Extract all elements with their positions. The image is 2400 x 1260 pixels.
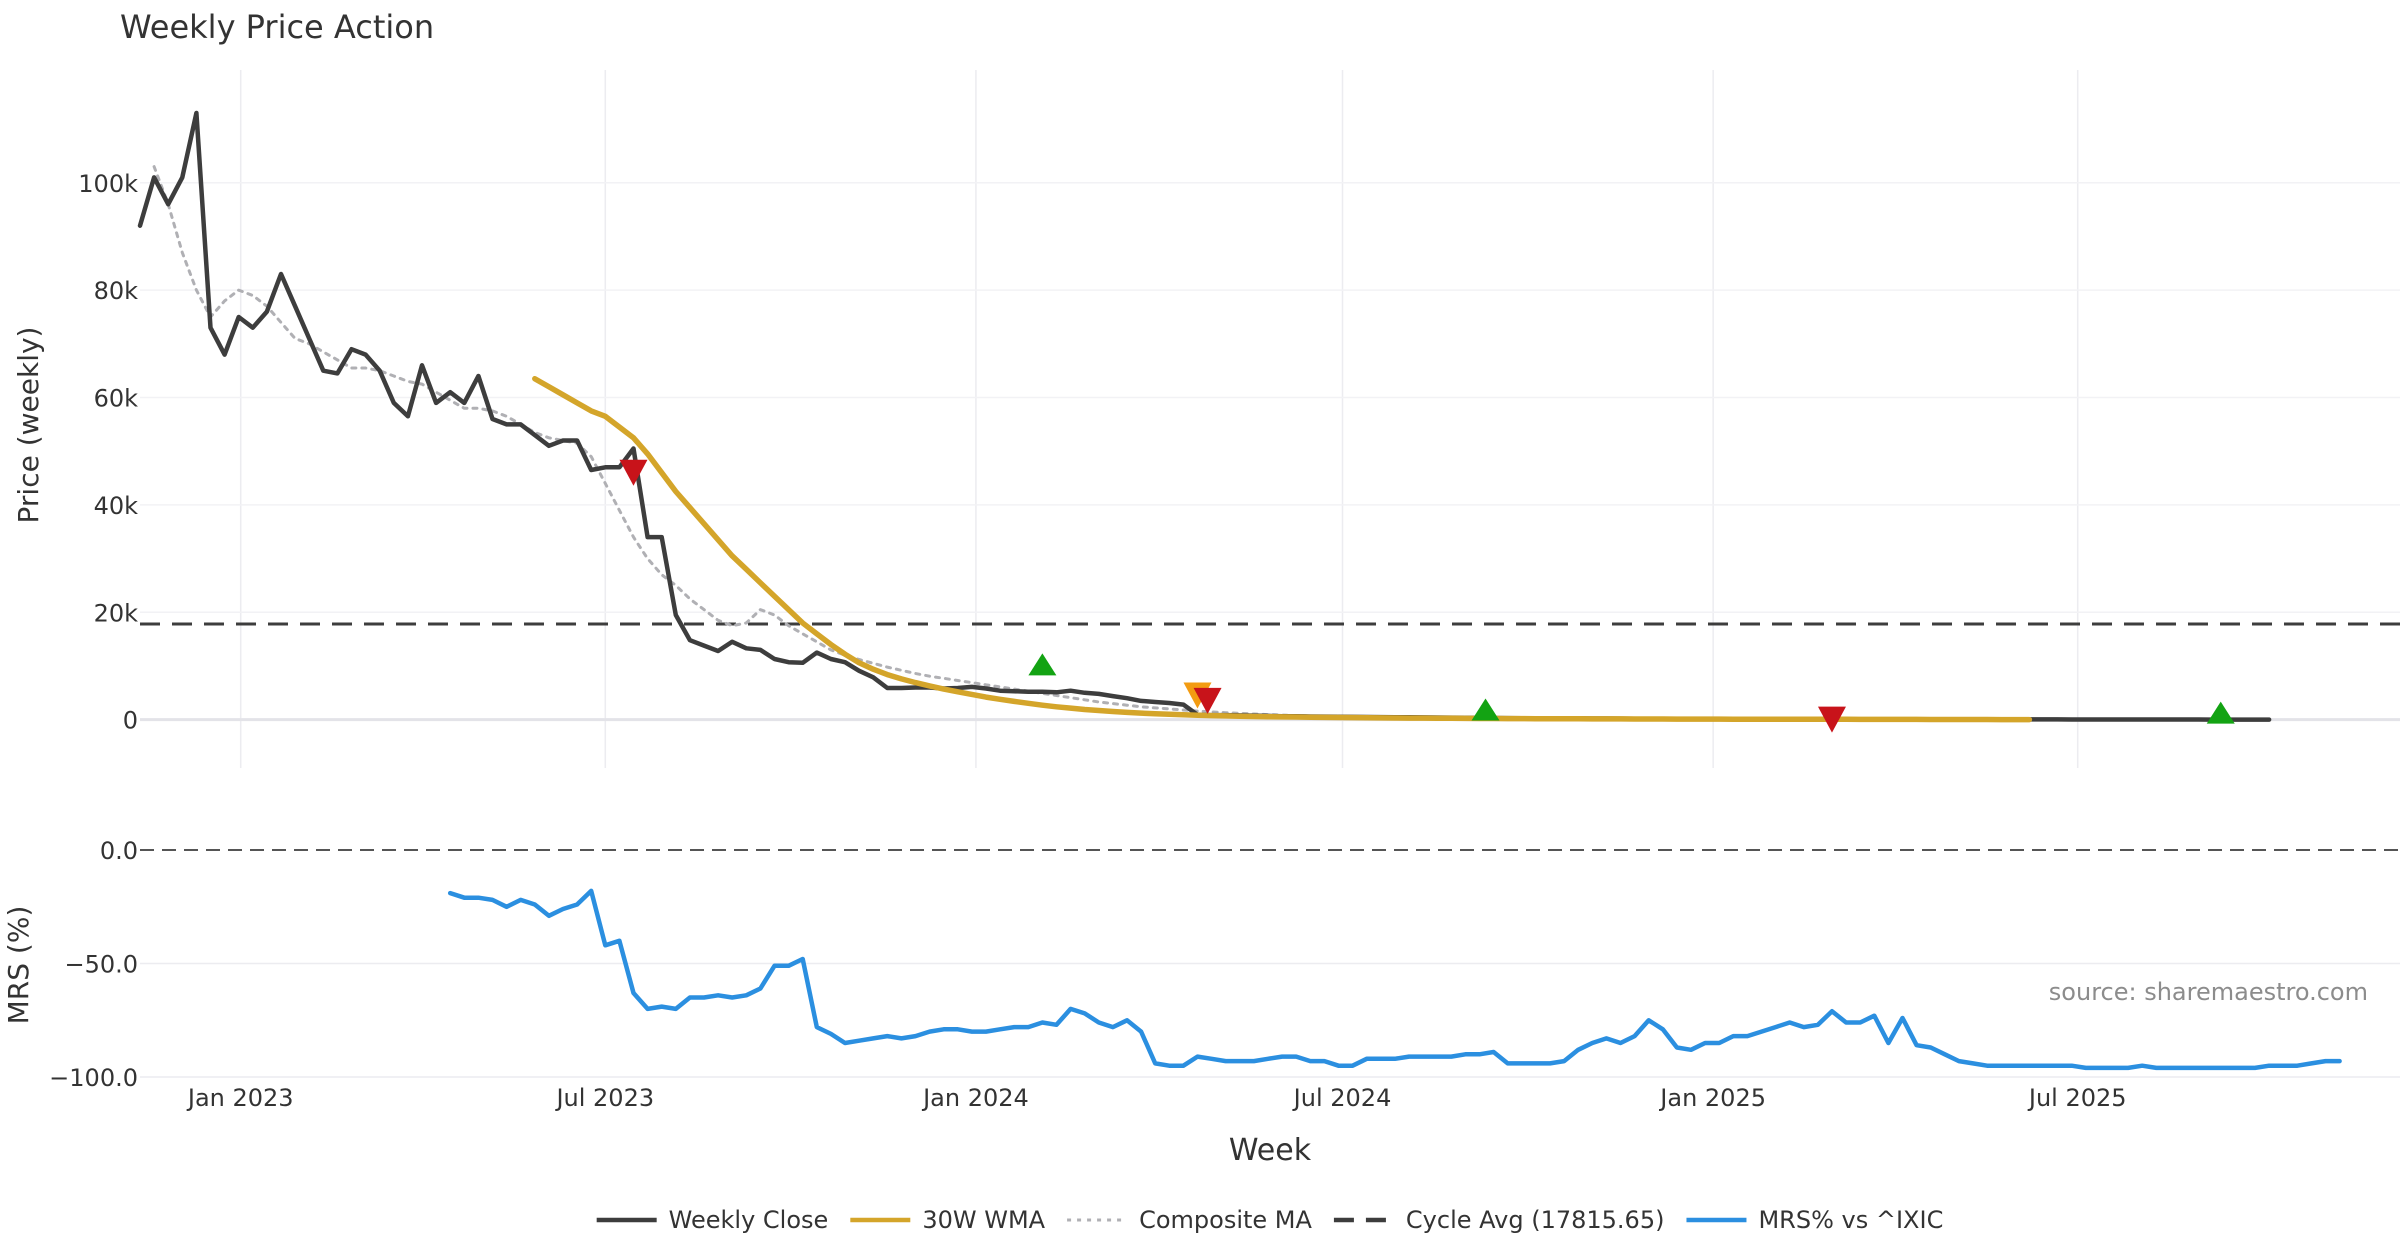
buy-signal-marker [2206, 701, 2235, 724]
price-panel-grid [140, 70, 2400, 768]
price-y-tick-label: 60k [94, 385, 139, 413]
price-y-axis-ticks: 0 20k 40k 60k 80k 100k [78, 170, 138, 735]
sell-signal-marker [1817, 706, 1846, 733]
price-y-tick-label: 40k [94, 492, 139, 520]
mrs-y-axis-ticks: 0.0 −50.0 −100.0 [49, 837, 138, 1092]
legend-label: 30W WMA [922, 1206, 1045, 1234]
sell-signal-marker [1193, 687, 1222, 714]
x-tick-label: Jul 2024 [1292, 1084, 1392, 1112]
mrs-y-tick-label: −100.0 [49, 1064, 138, 1092]
buy-signal-marker [1028, 653, 1057, 676]
x-tick-label: Jan 2025 [1658, 1084, 1766, 1112]
price-y-tick-label: 80k [94, 277, 139, 305]
mrs-y-tick-label: 0.0 [100, 837, 138, 865]
mrs-panel-grid [140, 849, 2400, 1078]
x-tick-label: Jul 2025 [2027, 1084, 2127, 1112]
price-y-tick-label: 20k [94, 599, 139, 627]
x-axis-ticks: Jan 2023 Jul 2023 Jan 2024 Jul 2024 Jan 2025… [186, 1084, 2127, 1112]
legend-label: Cycle Avg (17815.65) [1406, 1206, 1665, 1234]
sell-signal-marker [619, 459, 648, 486]
legend-label: Weekly Close [669, 1206, 829, 1234]
30w-wma-line [532, 375, 2033, 723]
signal-markers [619, 459, 2235, 733]
chart-title: Weekly Price Action [120, 8, 434, 46]
x-axis-label: Week [1229, 1133, 1312, 1168]
legend-label: MRS% vs ^IXIC [1758, 1206, 1943, 1234]
x-tick-label: Jan 2023 [186, 1084, 294, 1112]
source-annotation: source: sharemaestro.com [2049, 978, 2368, 1006]
mrs-y-tick-label: −50.0 [64, 951, 138, 979]
buy-signal-marker [1471, 698, 1500, 721]
x-tick-label: Jul 2023 [554, 1084, 654, 1112]
price-y-tick-label: 100k [78, 170, 138, 198]
price-y-axis-label: Price (weekly) [12, 327, 45, 524]
mrs-y-axis-label: MRS (%) [2, 906, 35, 1025]
legend: Weekly Close 30W WMA Composite MA Cycle Avg… [596, 1206, 1943, 1234]
price-y-tick-label: 0 [123, 707, 138, 735]
mrs-vs-ixic-line [447, 888, 2342, 1071]
legend-label: Composite MA [1139, 1206, 1312, 1234]
x-tick-label: Jan 2024 [921, 1084, 1029, 1112]
